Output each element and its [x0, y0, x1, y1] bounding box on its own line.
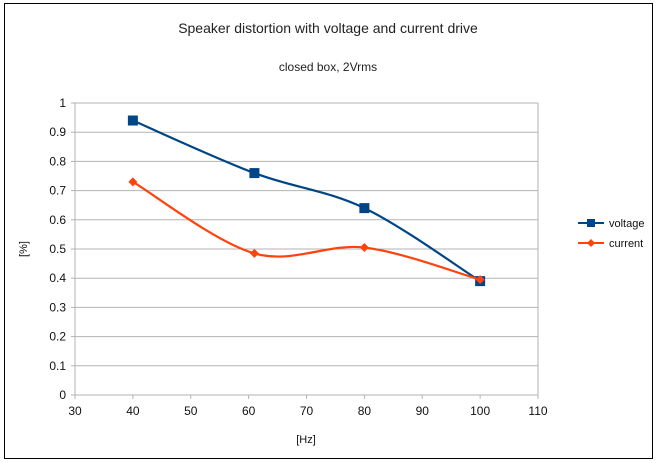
x-tick-label: 30: [68, 404, 82, 418]
data-point-current: [128, 177, 138, 187]
y-axis-ticks: 0 0.1 0.2 0.3 0.4 0.5 0.6 0.7 0.8 0.9 1: [49, 96, 66, 402]
x-tick-label: 40: [126, 404, 140, 418]
series-line-voltage: [132, 119, 481, 283]
legend-marker-current: [587, 239, 595, 247]
series-line-current: [132, 180, 481, 281]
legend-label-voltage: voltage: [609, 218, 644, 230]
y-tick-label: 0.8: [49, 154, 66, 168]
chart-title: Speaker distortion with voltage and curr…: [178, 20, 478, 36]
y-tick-label: 1: [59, 96, 66, 110]
y-tick-label: 0.7: [49, 184, 66, 198]
y-tick-label: 0.1: [49, 359, 66, 373]
legend-marker-voltage: [587, 219, 595, 227]
x-tick-label: 100: [470, 404, 490, 418]
x-tick-label: 70: [300, 404, 314, 418]
legend-label-current: current: [609, 238, 643, 250]
y-tick-label: 0.9: [49, 125, 66, 139]
chart-subtitle: closed box, 2Vrms: [279, 60, 377, 74]
y-tick-label: 0: [59, 388, 66, 402]
x-tick-label: 50: [184, 404, 198, 418]
y-tick-label: 0.2: [49, 330, 66, 344]
x-axis-label: [Hz]: [296, 434, 316, 446]
y-tick-label: 0.6: [49, 213, 66, 227]
y-tick-label: 0.3: [49, 300, 66, 314]
data-point-current: [359, 243, 369, 253]
series-group: [127, 115, 486, 287]
gridlines: [71, 102, 538, 396]
x-tick-label: 90: [416, 404, 430, 418]
x-tick-label: 110: [528, 404, 547, 418]
legend: voltage current: [578, 218, 644, 250]
data-point-current: [249, 248, 259, 258]
x-tick-label: 80: [358, 404, 372, 418]
y-axis-label: [%]: [18, 241, 30, 257]
x-axis-ticks: 30 40 50 60 70 80 90 100 110: [68, 395, 548, 418]
data-point-voltage: [127, 115, 138, 126]
y-tick-label: 0.4: [49, 271, 66, 285]
x-tick-label: 60: [242, 404, 256, 418]
data-point-current: [475, 275, 485, 285]
data-point-voltage: [359, 203, 370, 214]
y-tick-label: 0.5: [49, 242, 66, 256]
data-point-voltage: [249, 168, 260, 179]
